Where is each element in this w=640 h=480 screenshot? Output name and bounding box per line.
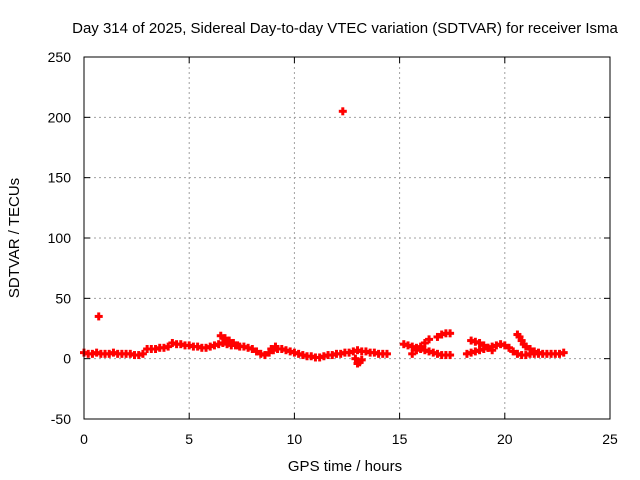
y-tick-label: 250	[48, 49, 72, 65]
data-point	[475, 338, 484, 347]
y-tick-label: 150	[48, 170, 72, 186]
data-point	[220, 334, 229, 343]
y-tick-label: 200	[48, 109, 72, 125]
x-axis-label: GPS time / hours	[288, 458, 402, 475]
data-point	[252, 347, 261, 356]
x-tick-label: 25	[602, 431, 618, 447]
x-tick-label: 10	[287, 431, 303, 447]
data-point	[216, 331, 225, 340]
data-point	[260, 351, 269, 360]
data-points	[80, 107, 568, 368]
y-axis-label: SDTVAR / TECUs	[6, 178, 23, 298]
data-point	[248, 345, 257, 354]
data-point	[505, 343, 514, 352]
data-point	[94, 312, 103, 321]
x-tick-label: 20	[497, 431, 513, 447]
y-tick-label: 100	[48, 230, 72, 246]
data-point	[446, 351, 455, 360]
data-point	[382, 349, 391, 358]
data-point	[138, 349, 147, 358]
chart-title: Day 314 of 2025, Sidereal Day-to-day VTE…	[72, 20, 618, 37]
data-point	[479, 341, 488, 350]
data-point	[267, 345, 276, 354]
y-tick-label: -50	[51, 411, 71, 427]
data-point	[488, 346, 497, 355]
y-tick-label: 50	[55, 290, 71, 306]
data-point	[271, 342, 280, 351]
data-point	[412, 346, 421, 355]
plot-frame	[83, 56, 611, 420]
x-tick-label: 0	[80, 431, 88, 447]
data-point	[420, 338, 429, 347]
data-point	[509, 347, 518, 356]
data-point	[229, 338, 238, 347]
data-point	[225, 336, 234, 345]
data-point	[416, 342, 425, 351]
data-point	[446, 329, 455, 338]
x-tick-label: 15	[392, 431, 408, 447]
axis-ticks: 0 5 10 15 20 25 -50 0 50 100 150 200 250	[48, 49, 618, 447]
data-point	[357, 355, 366, 364]
data-point	[521, 342, 530, 351]
data-point	[164, 342, 173, 351]
data-point	[233, 341, 242, 350]
data-point	[559, 348, 568, 357]
data-point	[534, 348, 543, 357]
grid-lines	[84, 57, 610, 419]
data-point	[526, 345, 535, 354]
data-point	[408, 349, 417, 358]
data-point	[483, 343, 492, 352]
data-point	[433, 332, 442, 341]
data-point	[425, 335, 434, 344]
x-tick-label: 5	[185, 431, 193, 447]
data-point	[500, 341, 509, 350]
data-point	[338, 107, 347, 116]
y-tick-label: 0	[63, 351, 71, 367]
